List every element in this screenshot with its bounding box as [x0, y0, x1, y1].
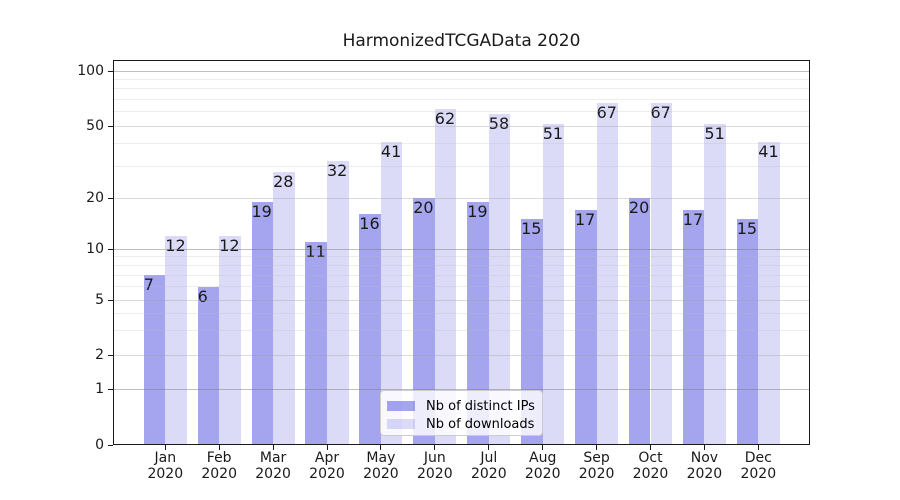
- bar-distinct-ips-nov: 17: [682, 210, 705, 445]
- bar-distinct-ips-aug: 15: [521, 219, 543, 445]
- month-label: Dec: [744, 450, 772, 466]
- bar-downloads-apr: 32: [327, 161, 349, 445]
- legend-label-downloads: Nb of downloads: [426, 416, 535, 432]
- x-tick-label-jun: Jun 2020: [407, 450, 463, 482]
- bar-distinct-ips-dec: 15: [736, 219, 759, 445]
- year-label: 2020: [470, 466, 507, 482]
- y-tick-label-2: 2: [95, 347, 104, 363]
- legend-swatch-downloads: [387, 419, 415, 429]
- x-tick-label-may: May 2020: [353, 450, 409, 482]
- x-tick-mark-dec: [757, 445, 759, 450]
- x-tick-label-nov: Nov 2020: [676, 450, 732, 482]
- y-tick-label-20: 20: [86, 190, 104, 206]
- y-tick-label-1: 1: [95, 381, 104, 397]
- bar-downloads-jan: 12: [165, 235, 187, 445]
- y-tick-mark-50: [108, 125, 113, 127]
- y-tick-label-50: 50: [86, 118, 104, 134]
- month-label: Mar: [259, 450, 287, 466]
- x-tick-label-feb: Feb 2020: [191, 450, 247, 482]
- x-tick-mark-sep: [596, 445, 598, 450]
- bar-distinct-ips-apr: 11: [305, 242, 327, 445]
- month-label: Jan: [154, 450, 177, 466]
- x-tick-label-oct: Oct 2020: [623, 450, 679, 482]
- bar-downloads-aug: 51: [542, 124, 565, 445]
- x-tick-mark-feb: [218, 445, 220, 450]
- year-label: 2020: [201, 466, 237, 482]
- y-tick-mark-20: [108, 197, 113, 199]
- x-tick-mark-oct: [650, 445, 651, 450]
- x-tick-label-mar: Mar 2020: [245, 450, 301, 482]
- bars-layer: 7 12 6 12 19 28 11 32 16 41 20 62 19 58 15 51 17 67 20 67 17…: [113, 60, 810, 445]
- bar-downloads-nov: 51: [704, 124, 726, 445]
- x-tick-label-apr: Apr 2020: [299, 450, 355, 482]
- bar-distinct-ips-jul: 19: [467, 201, 489, 445]
- y-tick-mark-1: [108, 388, 113, 390]
- bar-downloads-mar: 28: [273, 171, 295, 445]
- bar-distinct-ips-jun: 20: [413, 198, 435, 445]
- bar-downloads-jun: 62: [434, 108, 457, 445]
- legend-label-distinct-ips: Nb of distinct IPs: [426, 398, 535, 414]
- y-tick-mark-5: [108, 299, 113, 301]
- x-tick-label-sep: Sep 2020: [569, 450, 625, 482]
- bar-distinct-ips-feb: 6: [197, 286, 220, 445]
- x-tick-label-dec: Dec 2020: [730, 450, 786, 482]
- month-label: Oct: [638, 450, 663, 466]
- y-tick-label-100: 100: [77, 63, 104, 79]
- bar-downloads-jul: 58: [488, 114, 511, 445]
- year-label: 2020: [740, 466, 777, 482]
- month-label: Jul: [480, 450, 498, 466]
- x-tick-mark-jan: [164, 445, 166, 450]
- bar-downloads-sep: 67: [596, 102, 619, 445]
- y-tick-mark-100: [108, 70, 113, 72]
- x-tick-mark-jul: [488, 445, 490, 450]
- month-label: Feb: [206, 450, 232, 466]
- y-tick-label-0: 0: [95, 437, 104, 453]
- year-label: 2020: [686, 466, 723, 482]
- legend-swatch-distinct-ips: [387, 401, 415, 411]
- bar-distinct-ips-sep: 17: [575, 210, 597, 445]
- year-label: 2020: [147, 466, 184, 482]
- bar-downloads-dec: 41: [758, 141, 780, 445]
- month-label: Apr: [314, 450, 340, 466]
- y-tick-mark-10: [108, 248, 113, 250]
- month-label: Aug: [529, 450, 557, 466]
- y-tick-label-10: 10: [86, 241, 104, 257]
- year-label: 2020: [363, 466, 399, 482]
- bar-downloads-feb: 12: [219, 235, 241, 445]
- x-tick-mark-may: [380, 445, 382, 450]
- bar-distinct-ips-oct: 20: [628, 198, 651, 445]
- x-tick-mark-apr: [326, 445, 328, 450]
- x-tick-label-jul: Jul 2020: [461, 450, 517, 482]
- legend-entry-distinct-ips: Nb of distinct IPs: [381, 397, 542, 415]
- x-tick-mark-jun: [434, 445, 436, 450]
- month-label: Nov: [690, 450, 719, 466]
- plot-area: 7 12 6 12 19 28 11 32 16 41 20 62 19 58 15 51 17 67 20 67 17…: [113, 60, 810, 445]
- legend-entry-downloads: Nb of downloads: [381, 415, 542, 433]
- x-tick-label-aug: Aug 2020: [515, 450, 571, 482]
- month-label: Sep: [583, 450, 610, 466]
- x-tick-mark-nov: [703, 445, 705, 450]
- chart-title: HarmonizedTCGAData 2020: [342, 31, 581, 51]
- year-label: 2020: [255, 466, 291, 482]
- x-tick-label-jan: Jan 2020: [137, 450, 193, 482]
- x-tick-mark-aug: [542, 445, 544, 450]
- bar-downloads-may: 41: [380, 141, 403, 445]
- y-tick-label-5: 5: [95, 292, 104, 308]
- year-label: 2020: [524, 466, 561, 482]
- y-tick-mark-0: [108, 444, 113, 446]
- bar-distinct-ips-jan: 7: [143, 275, 166, 445]
- year-label: 2020: [578, 466, 615, 482]
- bar-distinct-ips-mar: 19: [251, 201, 274, 445]
- bar-downloads-oct: 67: [650, 102, 673, 445]
- year-label: 2020: [309, 466, 345, 482]
- year-label: 2020: [632, 466, 669, 482]
- bar-distinct-ips-may: 16: [359, 214, 381, 445]
- y-tick-mark-2: [108, 354, 113, 356]
- x-tick-mark-mar: [272, 445, 274, 450]
- month-label: Jun: [423, 450, 446, 466]
- year-label: 2020: [416, 466, 453, 482]
- legend: Nb of distinct IPs Nb of downloads: [380, 390, 543, 436]
- month-label: May: [366, 450, 396, 466]
